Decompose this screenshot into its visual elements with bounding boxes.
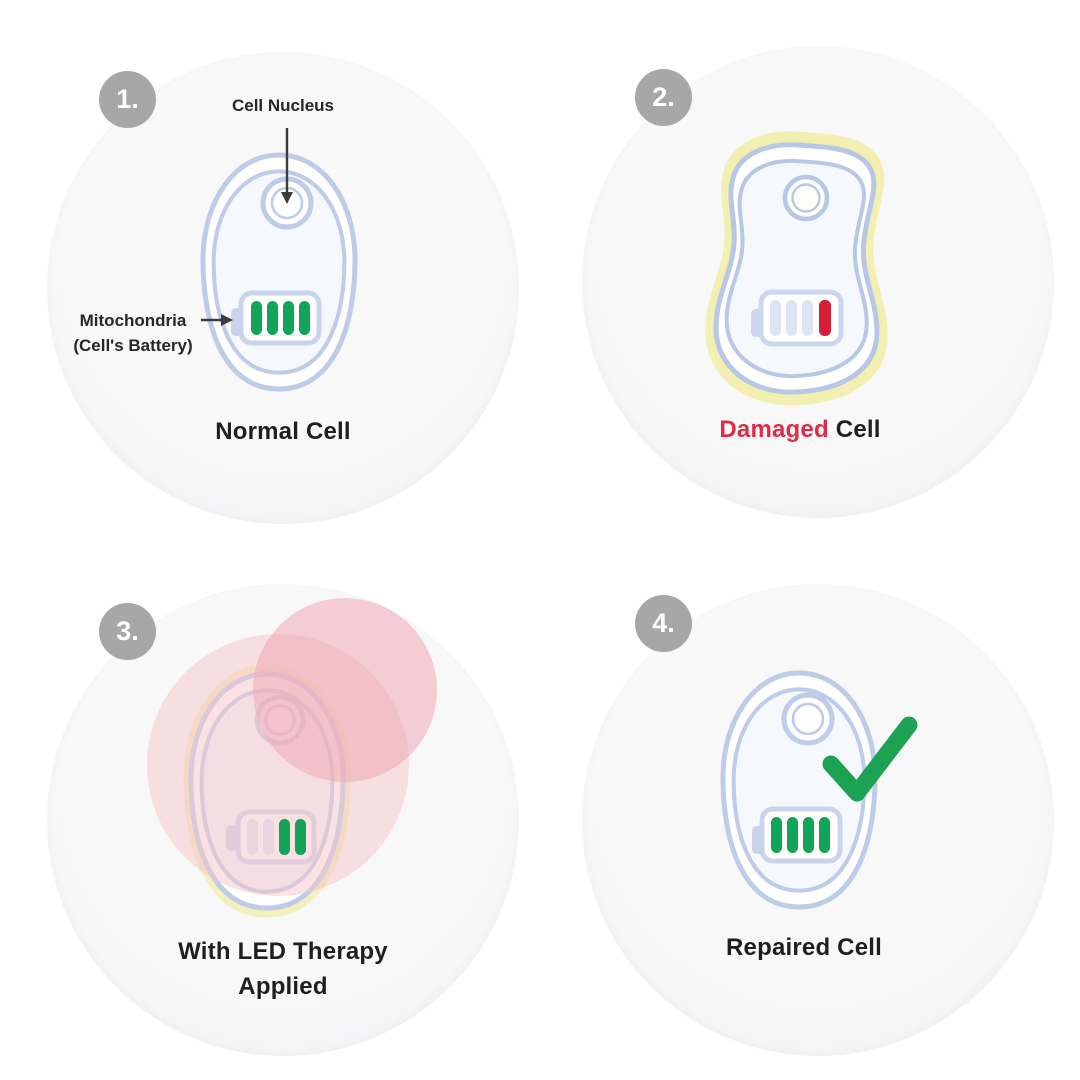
panel-damaged-cell: 2. Damaged Cell [540, 0, 1080, 540]
cell-nucleus [781, 692, 835, 746]
mitochondria-label-line1: Mitochondria [79, 311, 187, 330]
led-glow-icon [147, 598, 437, 896]
mitochondria-label: Mitochondria (Cell's Battery) [73, 308, 192, 358]
battery-icon [752, 806, 843, 864]
caption-led-line2: Applied [238, 973, 328, 1000]
damage-glow-icon [705, 131, 888, 406]
battery-bar [251, 301, 262, 335]
battery-bar [279, 819, 290, 855]
led-circle-dark [253, 598, 437, 782]
caption-damaged-word: Damaged [719, 416, 829, 443]
battery-bar [786, 300, 797, 336]
caption-led-therapy: With LED Therapy Applied [123, 934, 443, 1004]
battery-bar [802, 300, 813, 336]
battery-bar [819, 817, 830, 853]
arrow-right-icon [201, 314, 233, 326]
mitochondria-label-line2: (Cell's Battery) [73, 336, 193, 355]
arrow-down-icon [281, 128, 293, 204]
nucleus-label: Cell Nucleus [231, 96, 335, 115]
battery-bar [803, 817, 814, 853]
cell-body-damaged [705, 131, 888, 406]
battery-bar [770, 300, 781, 336]
panel-led-therapy: 3. [0, 540, 540, 1080]
battery-charged-bars [279, 819, 306, 855]
battery-bar [295, 819, 306, 855]
battery-bar [787, 817, 798, 853]
caption-normal-cell: Normal Cell [215, 418, 351, 445]
battery-bar [283, 301, 294, 335]
battery-icon [231, 290, 322, 346]
panel-normal-cell: 1. [0, 0, 540, 540]
damaged-cell-illustration [705, 131, 888, 406]
led-therapy-illustration [147, 598, 437, 918]
step-badge-2: 2. [635, 69, 692, 126]
check-icon [822, 716, 918, 802]
caption-repaired-cell: Repaired Cell [726, 934, 882, 961]
battery-bar [267, 301, 278, 335]
battery-bar [771, 817, 782, 853]
step-badge-4: 4. [635, 595, 692, 652]
nucleus-inner-ring [791, 702, 825, 736]
step-badge-3: 3. [99, 603, 156, 660]
cell-nucleus [782, 174, 830, 222]
battery-icon [751, 289, 844, 347]
caption-led-line1: With LED Therapy [178, 938, 388, 965]
repaired-cell-illustration [720, 670, 918, 910]
normal-cell-illustration [200, 128, 358, 392]
caption-cell-word: Cell [835, 416, 881, 443]
panel-repaired-cell: 4. Repaired Cell [540, 540, 1080, 1080]
caption-damaged-cell: Damaged Cell [719, 416, 880, 444]
nucleus-inner-ring [791, 183, 821, 213]
battery-bar [819, 300, 831, 336]
battery-bar [299, 301, 310, 335]
step-badge-1: 1. [99, 71, 156, 128]
